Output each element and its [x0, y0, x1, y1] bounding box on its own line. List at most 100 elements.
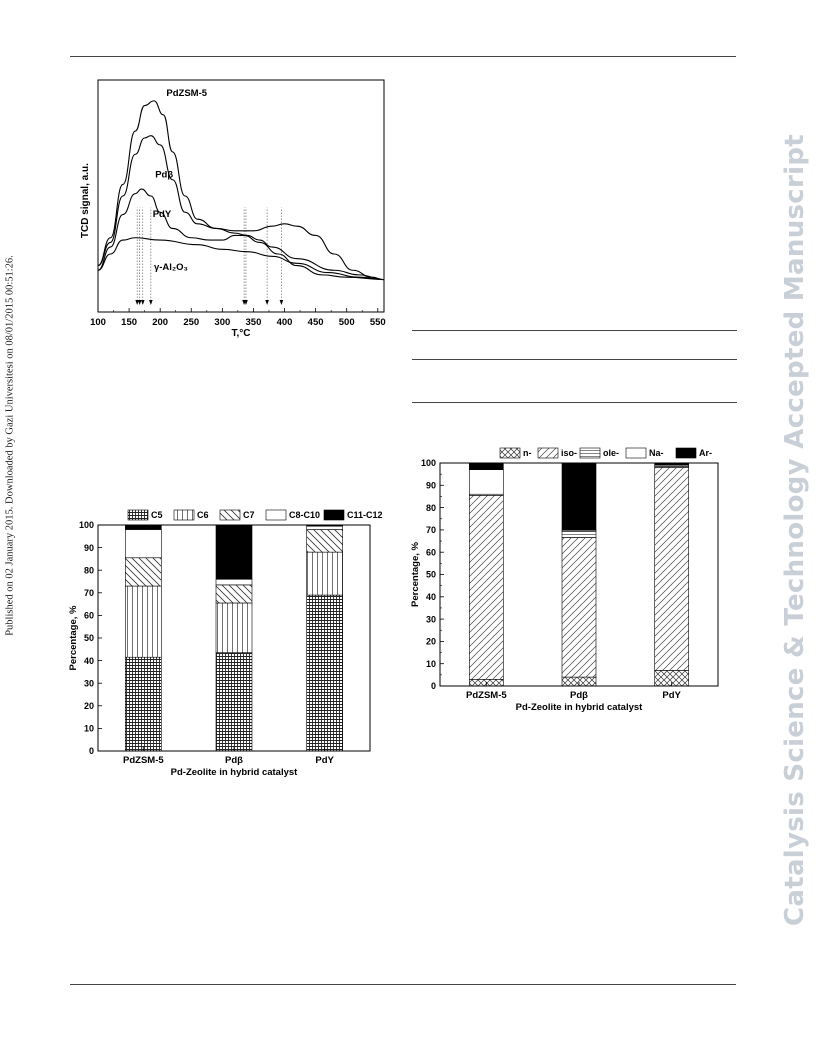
x-tick-label: 350 [246, 317, 262, 328]
plot-frame [439, 462, 719, 687]
bar-segment [215, 524, 253, 580]
y-axis-label: Percentage, % [68, 605, 79, 670]
x-tick-label: 100 [90, 317, 106, 328]
legend-label: Ar- [699, 448, 712, 458]
y-tick-label: 90 [426, 481, 436, 491]
series-label: PdZSM-5 [166, 88, 207, 99]
legend-swatch [219, 509, 241, 521]
y-tick-label: 10 [426, 659, 436, 669]
y-axis-label: Percentage, % [410, 541, 421, 606]
plot-frame [97, 79, 385, 313]
bar-segment [215, 652, 253, 752]
bar-segment [125, 656, 162, 752]
y-axis-label: TCD signal, a.u. [80, 163, 91, 238]
y-tick-label: 40 [426, 592, 436, 602]
series-label: Pdβ [155, 169, 173, 180]
bar-segment [125, 524, 162, 530]
bar-segment [469, 469, 504, 495]
peak-marker-arrow [140, 300, 145, 305]
bar-segment [215, 602, 253, 653]
bar-segment [125, 585, 162, 658]
y-tick-label: 100 [79, 520, 94, 530]
legend-label: C8-C10 [289, 510, 320, 520]
table-rule-top [412, 330, 737, 331]
x-tick-label: 400 [277, 317, 293, 328]
y-tick-label: 0 [431, 681, 436, 691]
bar-segment [306, 594, 343, 752]
series-label: PdY [153, 209, 172, 220]
x-axis-label: Pd-Zeolite in hybrid catalyst [516, 702, 644, 713]
legend-label: ole- [603, 448, 619, 458]
legend-label: Na- [649, 448, 664, 458]
peak-marker-arrow [279, 300, 284, 305]
series-line [97, 100, 385, 281]
y-tick-label: 60 [84, 611, 94, 621]
table-rule-bottom [412, 402, 737, 403]
series-label: γ-Al₂O₃ [154, 262, 188, 273]
y-tick-label: 50 [84, 633, 94, 643]
legend-swatch [127, 509, 149, 521]
peak-marker-arrow [135, 300, 139, 305]
legend-label: C11-C12 [347, 510, 383, 520]
legend-label: C6 [197, 510, 209, 520]
legend-label: iso- [561, 448, 577, 458]
y-tick-label: 70 [84, 588, 94, 598]
x-tick-label: 300 [214, 317, 230, 328]
y-tick-label: 20 [84, 701, 94, 711]
bar-segment [561, 462, 597, 531]
plot-frame [97, 524, 371, 752]
peak-marker-arrow [137, 300, 142, 305]
y-tick-label: 60 [426, 547, 436, 557]
y-tick-label: 80 [426, 503, 436, 513]
bar-segment [215, 578, 253, 586]
y-tick-label: 0 [89, 746, 94, 756]
bar-segment [654, 467, 689, 671]
legend-swatch [579, 447, 601, 459]
legend-label: C7 [243, 510, 255, 520]
series-line [97, 237, 385, 281]
peak-marker-arrow [149, 300, 153, 305]
y-tick-label: 80 [84, 565, 94, 575]
x-axis-label: Pd-Zeolite in hybrid catalyst [171, 767, 299, 778]
series-line [97, 135, 385, 281]
publication-note: Published on 02 January 2015. Downloaded… [4, 255, 16, 636]
bar-segment [469, 495, 504, 680]
category-label: PdY [662, 690, 681, 701]
x-tick-label: 450 [308, 317, 324, 328]
y-tick-label: 90 [84, 543, 94, 553]
bar-segment [125, 557, 162, 587]
tpd-chart: 100 150 200 250 300 350 400 450 500 550 T,°C TCD si… [80, 79, 386, 339]
x-axis-label: T,°C [232, 328, 251, 339]
x-tick-label: 550 [370, 317, 386, 328]
bar-segment [561, 537, 597, 678]
bar-segment [306, 529, 343, 553]
bar-segment [125, 529, 162, 559]
legend-swatch [265, 509, 287, 521]
x-tick-label: 200 [152, 317, 168, 328]
x-tick-label: 500 [339, 317, 355, 328]
peak-marker-arrow [244, 300, 248, 305]
legend-label: n- [523, 448, 532, 458]
legend-swatch [625, 447, 647, 459]
footer-rule [70, 984, 736, 985]
y-tick-label: 30 [426, 614, 436, 624]
legend-swatch [173, 509, 195, 521]
legend-swatch [323, 509, 345, 521]
y-tick-label: 100 [421, 458, 436, 468]
y-tick-label: 50 [426, 570, 436, 580]
category-label: PdY [315, 755, 334, 766]
table-rule-middle [412, 359, 737, 360]
bar-segment [215, 584, 253, 604]
y-tick-label: 10 [84, 724, 94, 734]
bar-segment [306, 551, 343, 596]
journal-watermark: Catalysis Science & Technology Accepted … [780, 134, 810, 927]
header-rule [70, 56, 736, 57]
category-label: Pdβ [570, 690, 588, 701]
series-line [97, 188, 385, 281]
hydrocarbon-type-chart: 0 10 20 30 40 50 60 70 80 90 100 PdZSM-5 Pdβ PdY Pd-Ze… [410, 447, 719, 713]
legend-label: C5 [151, 510, 163, 520]
y-tick-label: 70 [426, 525, 436, 535]
legend-swatch [675, 447, 697, 459]
category-label: Pdβ [225, 755, 243, 766]
legend-swatch [499, 447, 521, 459]
